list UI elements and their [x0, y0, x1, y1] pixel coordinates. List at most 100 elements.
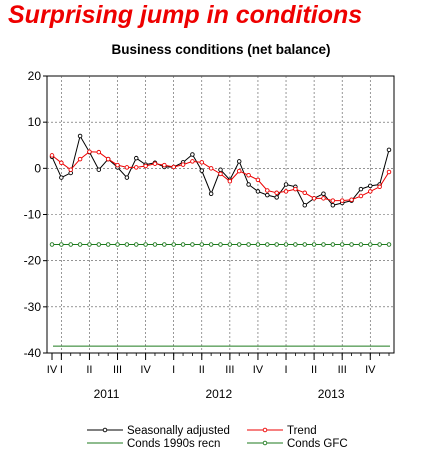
- data-point: [368, 183, 373, 189]
- data-point: [321, 242, 326, 247]
- data-point: [190, 159, 195, 164]
- year-label: 2013: [318, 387, 345, 401]
- data-point: [302, 190, 308, 196]
- data-point: [283, 182, 289, 187]
- data-point: [358, 242, 364, 247]
- data-point: [330, 198, 336, 203]
- data-point: [330, 203, 336, 208]
- quarter-label: IV: [253, 364, 264, 376]
- year-label: 2011: [94, 387, 120, 401]
- series-seasonally-adjusted: [49, 133, 392, 208]
- y-tick-label: -30: [24, 300, 42, 314]
- data-point: [190, 242, 195, 247]
- data-point: [208, 166, 214, 171]
- data-point: [124, 165, 130, 170]
- data-point: [358, 193, 364, 199]
- data-point: [339, 198, 345, 203]
- data-point: [311, 242, 317, 247]
- data-point: [368, 189, 373, 194]
- data-point: [377, 184, 382, 190]
- data-point: [274, 190, 279, 196]
- quarter-label: IV: [365, 364, 376, 376]
- data-point: [49, 153, 55, 158]
- legend-item: Conds GFC: [247, 438, 348, 450]
- data-point: [77, 156, 83, 162]
- data-point: [162, 162, 167, 168]
- data-point: [199, 160, 205, 165]
- data-point: [236, 168, 242, 174]
- headline: Surprising jump in conditions: [8, 1, 363, 29]
- data-point: [236, 242, 242, 247]
- quarter-label: I: [284, 364, 287, 376]
- legend-label: Conds GFC: [287, 438, 348, 450]
- legend-item: Conds 1990s recn: [87, 438, 220, 450]
- legend-item: Seasonally adjusted: [87, 425, 230, 437]
- data-point: [96, 149, 102, 155]
- series-trend: [49, 149, 392, 203]
- data-point: [49, 242, 55, 247]
- data-point: [124, 242, 130, 247]
- y-tick-label: 0: [34, 161, 41, 175]
- data-point: [283, 189, 289, 194]
- data-point: [180, 162, 186, 167]
- data-point: [171, 164, 176, 170]
- data-point: [302, 203, 308, 208]
- y-tick-label: 20: [28, 69, 42, 83]
- data-point: [133, 155, 139, 161]
- legend-label: Seasonally adjusted: [127, 425, 230, 437]
- data-point: [124, 175, 130, 180]
- legend-label: Trend: [287, 425, 317, 437]
- data-point: [293, 186, 298, 192]
- legend-marker: [262, 427, 268, 433]
- data-point: [358, 186, 364, 192]
- data-point: [105, 242, 111, 247]
- data-point: [143, 163, 148, 169]
- legend-item: Trend: [247, 425, 317, 437]
- data-point: [199, 242, 205, 247]
- data-point: [274, 195, 279, 200]
- y-tick-label: -40: [24, 346, 42, 360]
- data-point: [77, 133, 83, 139]
- data-point: [59, 242, 64, 247]
- data-point: [218, 167, 223, 172]
- y-tick-label: -20: [24, 254, 42, 268]
- data-point: [349, 242, 354, 247]
- data-point: [330, 242, 336, 247]
- data-point: [265, 188, 270, 193]
- data-point: [386, 242, 392, 247]
- data-point: [171, 242, 176, 247]
- data-point: [180, 242, 186, 247]
- y-tick-label: -10: [24, 208, 42, 222]
- quarter-label: III: [113, 364, 122, 376]
- legend: Seasonally adjusted Trend Conds 1990s recn…: [87, 425, 348, 450]
- quarter-label: II: [86, 364, 92, 376]
- year-label: 2012: [205, 387, 232, 401]
- data-point: [96, 167, 102, 172]
- data-point: [218, 242, 223, 247]
- data-point: [87, 242, 92, 247]
- data-point: [246, 173, 251, 178]
- quarter-label: I: [60, 364, 63, 376]
- data-point: [246, 182, 251, 187]
- data-point: [349, 197, 354, 202]
- data-point: [255, 242, 261, 247]
- data-point: [265, 192, 270, 198]
- data-point: [152, 161, 158, 166]
- data-point: [59, 175, 64, 180]
- data-point: [255, 189, 261, 194]
- data-point: [236, 159, 242, 164]
- data-point: [59, 160, 64, 166]
- quarter-label: II: [199, 364, 205, 376]
- data-point: [77, 242, 83, 247]
- legend-label: Conds 1990s recn: [127, 438, 220, 450]
- series-layer: [49, 133, 392, 347]
- data-point: [96, 242, 102, 247]
- data-point: [274, 242, 279, 247]
- data-point: [302, 242, 308, 247]
- data-point: [105, 156, 111, 162]
- legend-marker: [102, 427, 108, 433]
- data-point: [321, 196, 326, 201]
- data-point: [218, 171, 223, 177]
- data-point: [311, 196, 317, 201]
